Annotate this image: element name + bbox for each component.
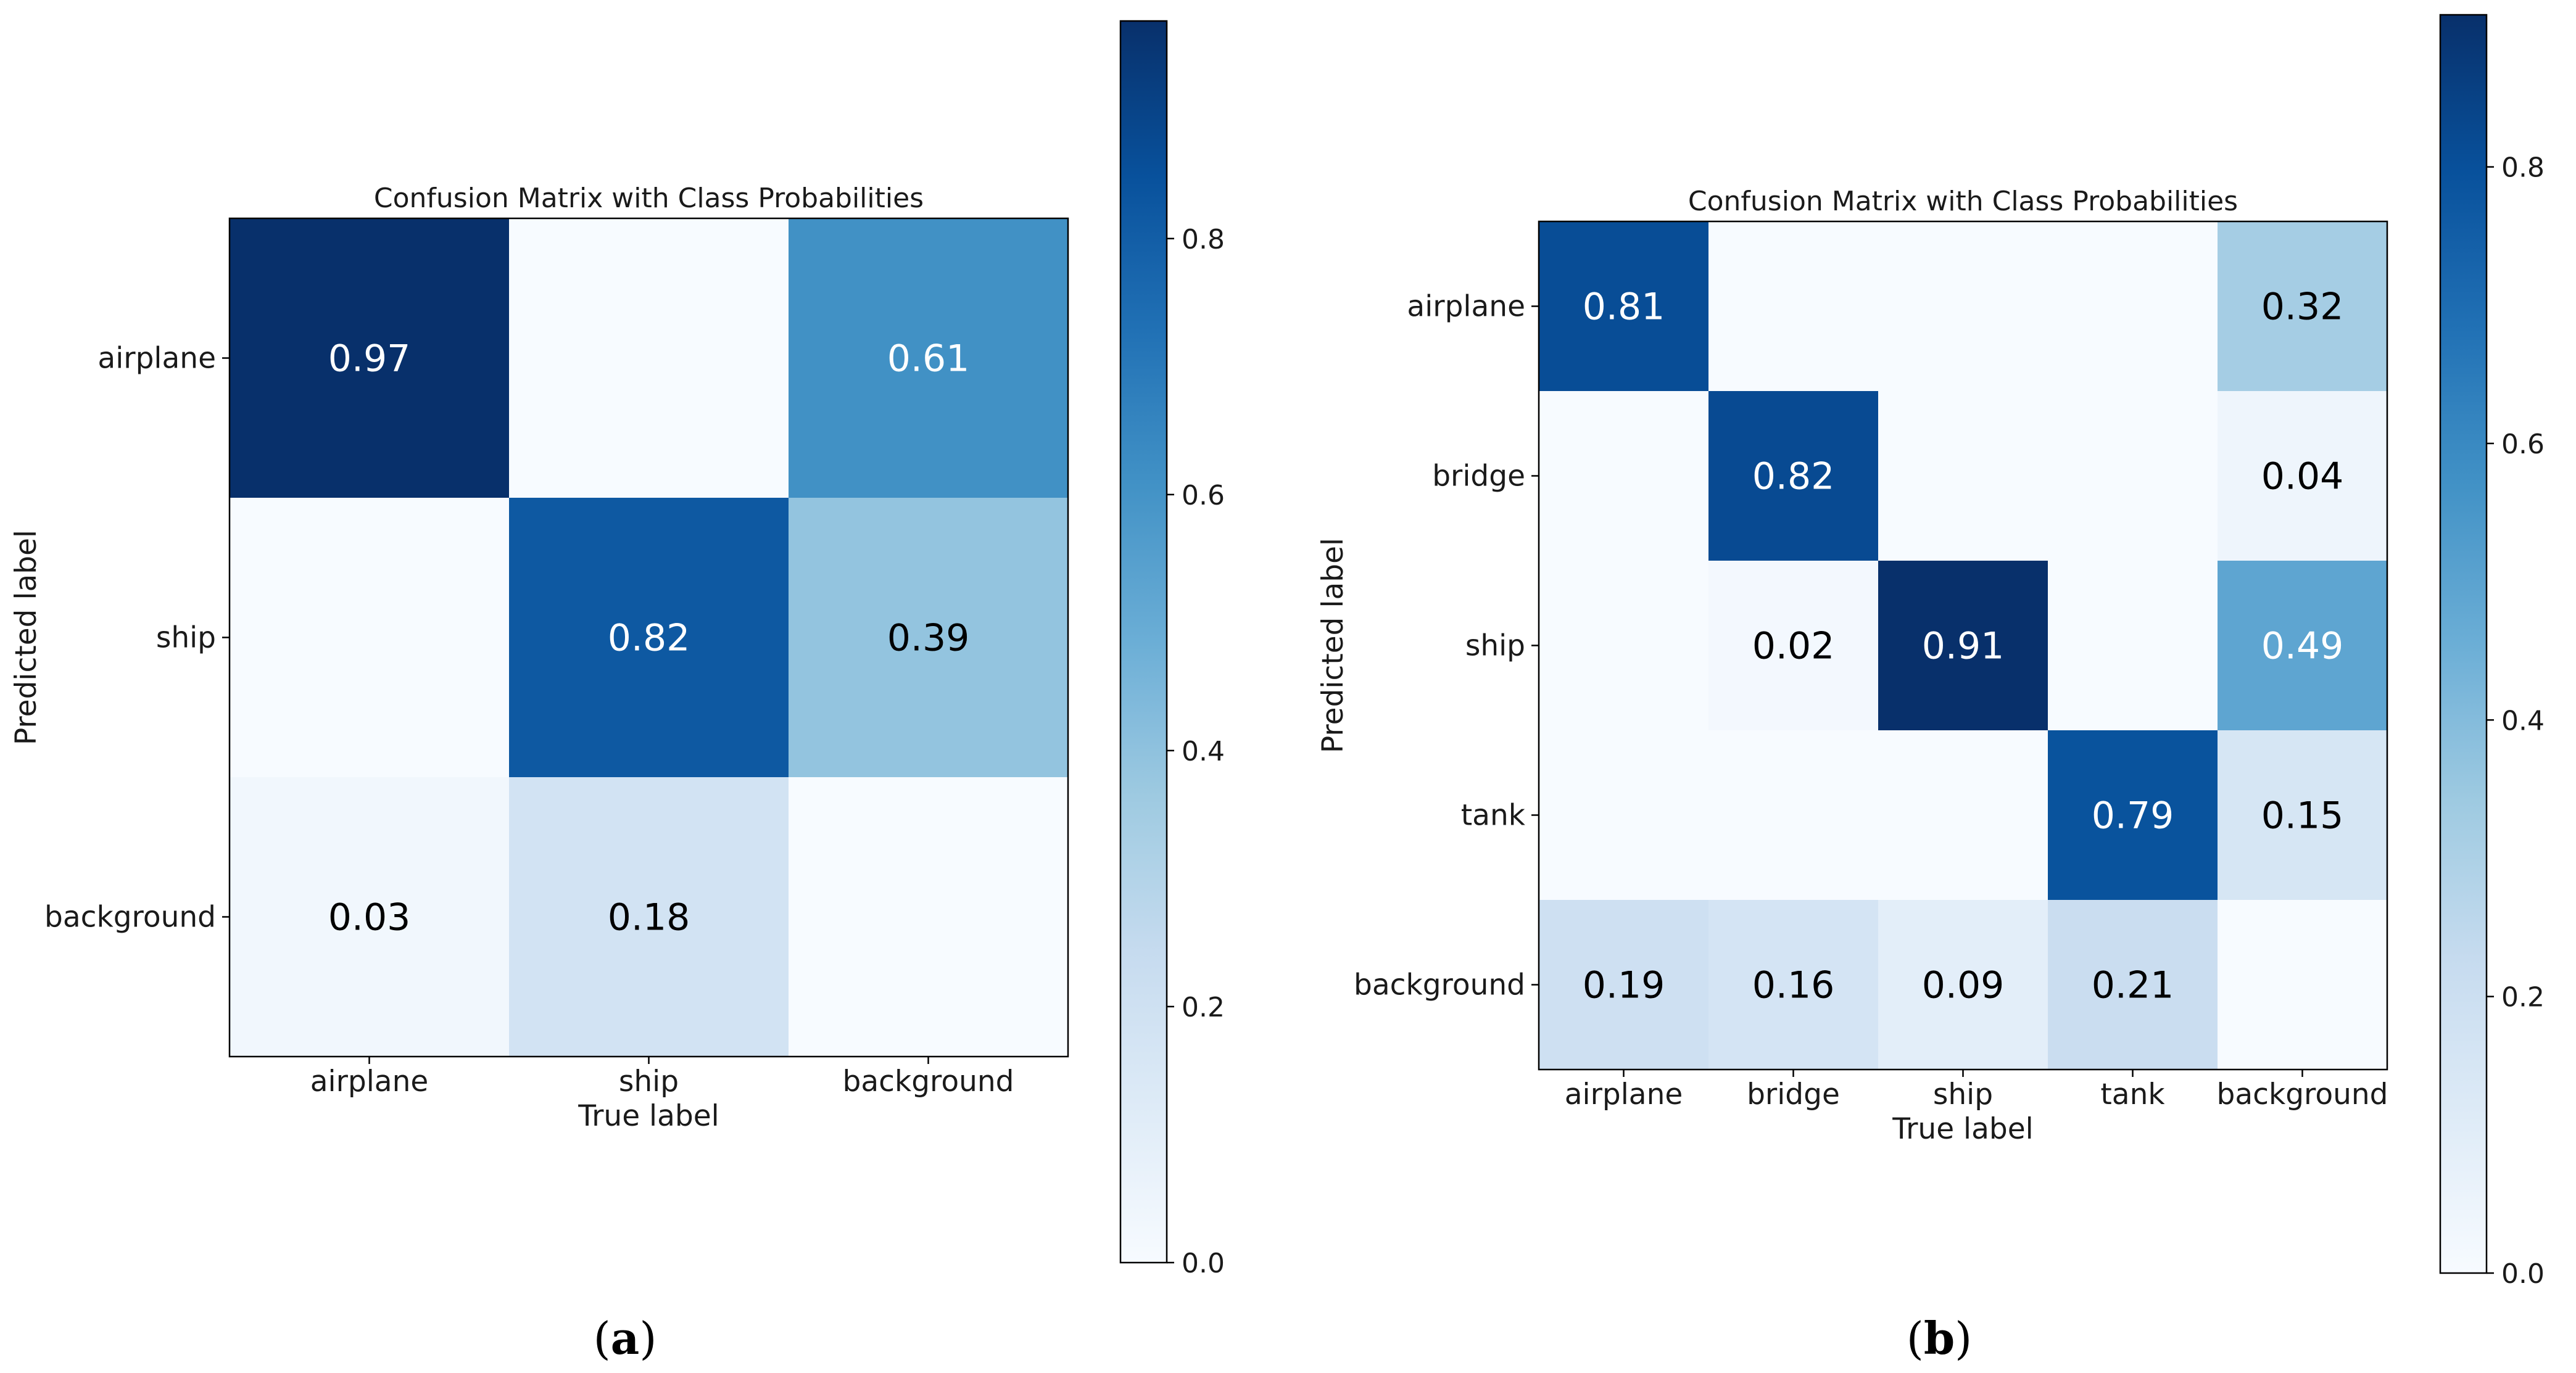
cell-value-label: 0.19 (1583, 964, 1665, 1007)
heatmap-cell (2218, 391, 2388, 561)
y-tick-label: bridge (1432, 460, 1525, 493)
heatmap-cell (2048, 391, 2218, 561)
x-tick-label: ship (1933, 1078, 1993, 1111)
heatmap-cell (1708, 900, 1879, 1070)
y-tick-label: airplane (97, 342, 216, 376)
y-axis-label: Predicted label (9, 530, 43, 745)
y-axis-label: Predicted label (1316, 538, 1350, 753)
heatmap-cell (2218, 900, 2388, 1070)
heatmap-cell (230, 777, 510, 1057)
heatmap-cell (2218, 221, 2388, 392)
heatmap-cell (1878, 391, 2048, 561)
heatmap-cell (1708, 221, 1879, 392)
y-tick-label: ship (1465, 629, 1525, 663)
cell-value-label: 0.04 (2261, 455, 2344, 498)
heatmap-cell (1539, 900, 1709, 1070)
heatmap-cell (1539, 730, 1709, 901)
heatmap-cell (2048, 730, 2218, 901)
colorbar (2439, 14, 2488, 1274)
x-tick-label: bridge (1747, 1078, 1840, 1111)
heatmap-cell (1708, 730, 1879, 901)
heatmap-cell (1539, 561, 1709, 731)
heatmap-cell (2218, 561, 2388, 731)
heatmap-cell (509, 218, 789, 498)
cell-value-label: 0.02 (1752, 625, 1835, 668)
cell-value-label: 0.32 (2261, 286, 2344, 329)
panel-caption-letter: b (1924, 1312, 1955, 1364)
colorbar-tick-label: 0.0 (2501, 1258, 2545, 1290)
panel-a: Confusion Matrix with Class Probabilitie… (9, 20, 1225, 1364)
cell-value-label: 0.09 (1922, 964, 2005, 1007)
panel-b: Confusion Matrix with Class Probabilitie… (1316, 14, 2545, 1364)
cell-value-label: 0.03 (328, 896, 411, 939)
cell-value-label: 0.21 (2092, 964, 2174, 1007)
cell-value-label: 0.18 (608, 896, 690, 939)
cell-value-label: 0.61 (887, 337, 970, 381)
colorbar-tick-label: 0.6 (1182, 480, 1225, 511)
colorbar (1119, 20, 1168, 1264)
heatmap-cell (2048, 221, 2218, 392)
cell-value-label: 0.49 (2261, 625, 2344, 668)
heatmap-cell (509, 498, 789, 778)
cell-value-label: 0.82 (1752, 455, 1835, 498)
x-axis-label: True label (1892, 1112, 2033, 1146)
x-tick-label: airplane (310, 1065, 429, 1099)
heatmap-cell (1539, 221, 1709, 392)
y-tick-label: tank (1461, 799, 1526, 833)
heatmap-cell (2048, 561, 2218, 731)
x-tick-label: background (843, 1065, 1014, 1099)
heatmap-cell (230, 218, 510, 498)
cell-value-label: 0.97 (328, 337, 411, 381)
colorbar-tick-label: 0.2 (1182, 992, 1225, 1023)
heatmap-cell (1878, 730, 2048, 901)
cell-value-label: 0.79 (2092, 794, 2174, 838)
cell-value-label: 0.91 (1922, 625, 2005, 668)
x-tick-label: tank (2100, 1078, 2165, 1111)
heatmap-cell (789, 777, 1069, 1057)
colorbar-tick-label: 0.4 (1182, 736, 1225, 767)
colorbar-tick-label: 0.8 (2501, 152, 2545, 184)
heatmap-cell (789, 218, 1069, 498)
cell-value-label: 0.39 (887, 617, 970, 660)
cell-value-label: 0.82 (608, 617, 690, 660)
y-tick-label: background (1354, 968, 1525, 1002)
heatmap-cell (1878, 221, 2048, 392)
colorbar-tick-label: 0.0 (1182, 1248, 1225, 1279)
cell-value-label: 0.16 (1752, 964, 1835, 1007)
colorbar-tick-label: 0.8 (1182, 224, 1225, 255)
cell-value-label: 0.81 (1583, 286, 1665, 329)
colorbar-tick-label: 0.4 (2501, 705, 2545, 736)
x-tick-label: airplane (1565, 1078, 1683, 1111)
y-tick-label: background (44, 901, 216, 934)
heatmap-cell (509, 777, 789, 1057)
chart-title: Confusion Matrix with Class Probabilitie… (1688, 186, 2238, 217)
panel-caption: (a) (594, 1312, 657, 1364)
y-tick-label: ship (156, 621, 216, 655)
heatmap-cell (1539, 391, 1709, 561)
heatmap-cell (1878, 561, 2048, 731)
heatmap-cell (1708, 391, 1879, 561)
heatmap-cell (1708, 561, 1879, 731)
colorbar-tick-label: 0.2 (2501, 982, 2545, 1013)
heatmap-cell (2218, 730, 2388, 901)
x-tick-label: ship (619, 1065, 679, 1099)
cell-value-label: 0.15 (2261, 794, 2344, 838)
colorbar-tick-label: 0.6 (2501, 429, 2545, 460)
heatmap-cell (789, 498, 1069, 778)
heatmap-cell (1878, 900, 2048, 1070)
y-tick-label: airplane (1407, 290, 1525, 324)
chart-title: Confusion Matrix with Class Probabilitie… (374, 183, 924, 214)
panel-caption: (b) (1907, 1312, 1973, 1364)
x-tick-label: background (2217, 1078, 2388, 1111)
heatmap-cell (230, 498, 510, 778)
heatmap-cell (2048, 900, 2218, 1070)
panel-caption-letter: a (611, 1312, 640, 1364)
x-axis-label: True label (578, 1099, 719, 1133)
